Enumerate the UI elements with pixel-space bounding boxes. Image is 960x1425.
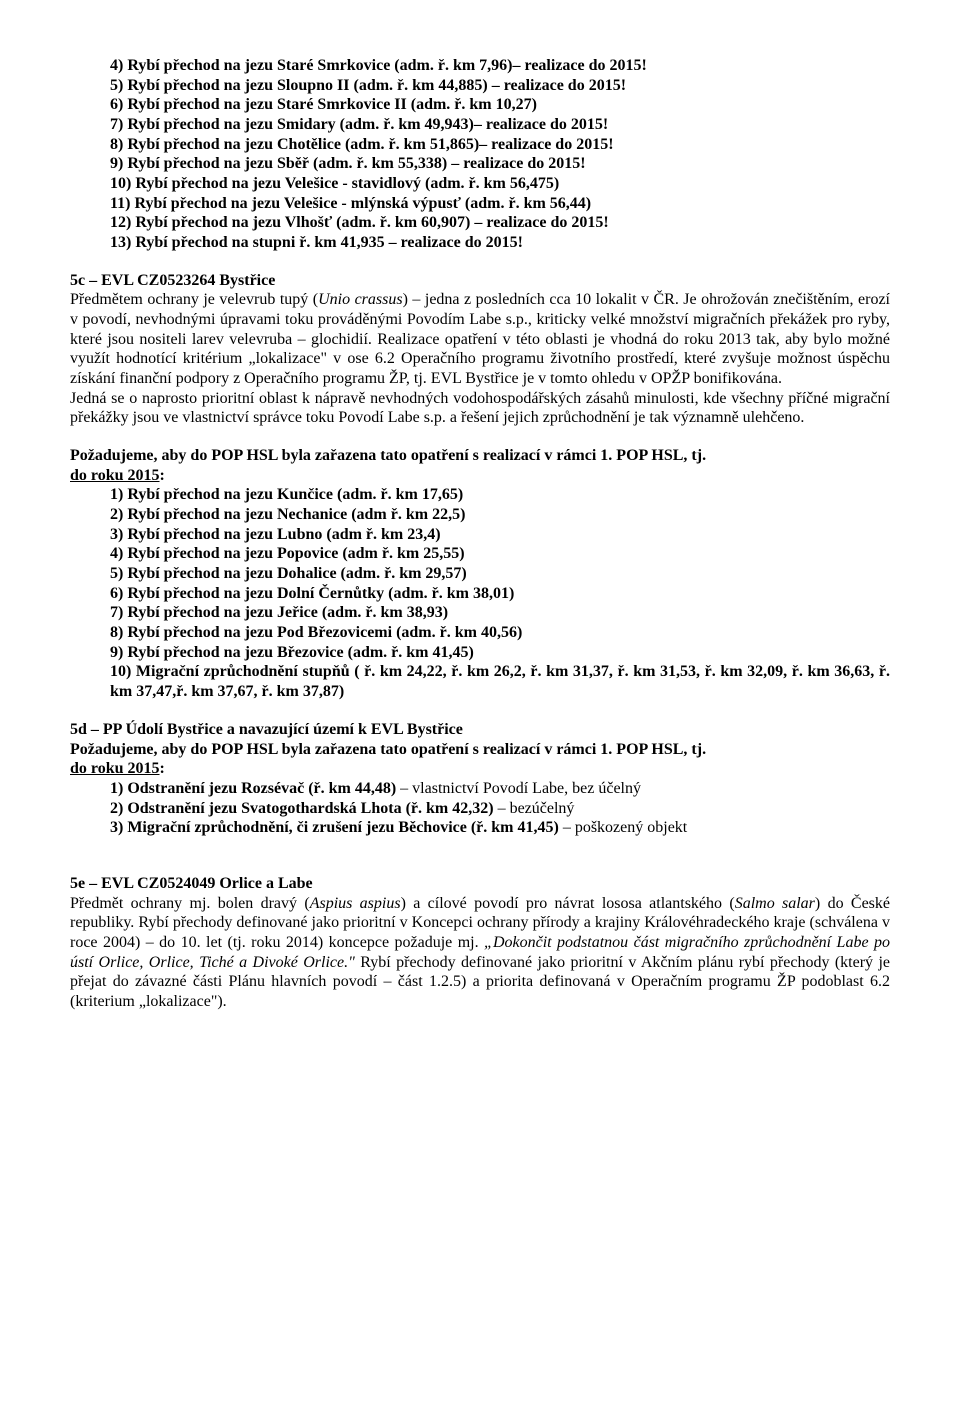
list-item: 7) Rybí přechod na jezu Smidary (adm. ř.… <box>110 115 890 135</box>
text: : <box>160 760 165 777</box>
list-item: 8) Rybí přechod na jezu Pod Březovicemi … <box>110 623 890 643</box>
section-5c-para1: Předmětem ochrany je velevrub tupý (Unio… <box>70 290 890 388</box>
list-item: 8) Rybí přechod na jezu Chotělice (adm. … <box>110 135 890 155</box>
section-5c-para2: Jedná se o naprosto prioritní oblast k n… <box>70 389 890 428</box>
demand-intro: Požadujeme, aby do POP HSL byla zařazena… <box>70 446 890 485</box>
text: : <box>160 467 165 484</box>
demand1-list: 1) Rybí přechod na jezu Kunčice (adm. ř.… <box>70 485 890 662</box>
text: – vlastnictví Povodí Labe, bez účelný <box>396 780 641 797</box>
list-item: 13) Rybí přechod na stupni ř. km 41,935 … <box>110 233 890 253</box>
text: 2) Odstranění jezu Svatogothardská Lhota… <box>110 800 494 817</box>
list-item: 11) Rybí přechod na jezu Velešice - mlýn… <box>110 194 890 214</box>
species-name: Aspius aspius <box>310 895 401 912</box>
list-item: 5) Rybí přechod na jezu Sloupno II (adm.… <box>110 76 890 96</box>
section-5d-intro: Požadujeme, aby do POP HSL byla zařazena… <box>70 740 890 779</box>
text: Požadujeme, aby do POP HSL byla zařazena… <box>70 447 706 464</box>
block1-list: 4) Rybí přechod na jezu Staré Smrkovice … <box>70 56 890 253</box>
list-item: 6) Rybí přechod na jezu Staré Smrkovice … <box>110 95 890 115</box>
list-item: 2) Rybí přechod na jezu Nechanice (adm ř… <box>110 505 890 525</box>
section-5d-list: 1) Odstranění jezu Rozsévač (ř. km 44,48… <box>70 779 890 838</box>
text: ) a cílové povodí pro návrat lososa atla… <box>401 895 735 912</box>
species-name: Unio crassus <box>318 291 403 308</box>
text: Předmět ochrany mj. bolen dravý ( <box>70 895 310 912</box>
list-item: 1) Rybí přechod na jezu Kunčice (adm. ř.… <box>110 485 890 505</box>
list-item: 3) Rybí přechod na jezu Lubno (adm ř. km… <box>110 525 890 545</box>
section-5c-heading: 5c – EVL CZ0523264 Bystřice <box>70 271 890 291</box>
text: – bezúčelný <box>494 800 575 817</box>
list-item: 6) Rybí přechod na jezu Dolní Černůtky (… <box>110 584 890 604</box>
list-item: 12) Rybí přechod na jezu Vlhošť (adm. ř.… <box>110 213 890 233</box>
list-item: 10) Rybí přechod na jezu Velešice - stav… <box>110 174 890 194</box>
text: Požadujeme, aby do POP HSL byla zařazena… <box>70 741 706 758</box>
list-item: 7) Rybí přechod na jezu Jeřice (adm. ř. … <box>110 603 890 623</box>
list-item: 1) Odstranění jezu Rozsévač (ř. km 44,48… <box>110 779 890 799</box>
list-item: 3) Migrační zprůchodnění, či zrušení jez… <box>110 818 890 838</box>
underlined-text: do roku 2015 <box>70 467 160 484</box>
list-item: 9) Rybí přechod na jezu Březovice (adm. … <box>110 643 890 663</box>
section-5e-heading: 5e – EVL CZ0524049 Orlice a Labe <box>70 874 890 894</box>
list-item: 2) Odstranění jezu Svatogothardská Lhota… <box>110 799 890 819</box>
list-item: 4) Rybí přechod na jezu Staré Smrkovice … <box>110 56 890 76</box>
underlined-text: do roku 2015 <box>70 760 160 777</box>
list-item: 5) Rybí přechod na jezu Dohalice (adm. ř… <box>110 564 890 584</box>
text: 1) Odstranění jezu Rozsévač (ř. km 44,48… <box>110 780 396 797</box>
section-5e-para: Předmět ochrany mj. bolen dravý (Aspius … <box>70 894 890 1012</box>
list-item: 9) Rybí přechod na jezu Sběř (adm. ř. km… <box>110 154 890 174</box>
text: Předmětem ochrany je velevrub tupý ( <box>70 291 318 308</box>
text: – poškozený objekt <box>559 819 687 836</box>
section-5d-heading: 5d – PP Údolí Bystřice a navazující územ… <box>70 720 890 740</box>
text: 3) Migrační zprůchodnění, či zrušení jez… <box>110 819 559 836</box>
list-item: 10) Migrační zprůchodnění stupňů ( ř. km… <box>70 662 890 701</box>
list-item: 4) Rybí přechod na jezu Popovice (adm ř.… <box>110 544 890 564</box>
species-name: Salmo salar <box>735 895 815 912</box>
